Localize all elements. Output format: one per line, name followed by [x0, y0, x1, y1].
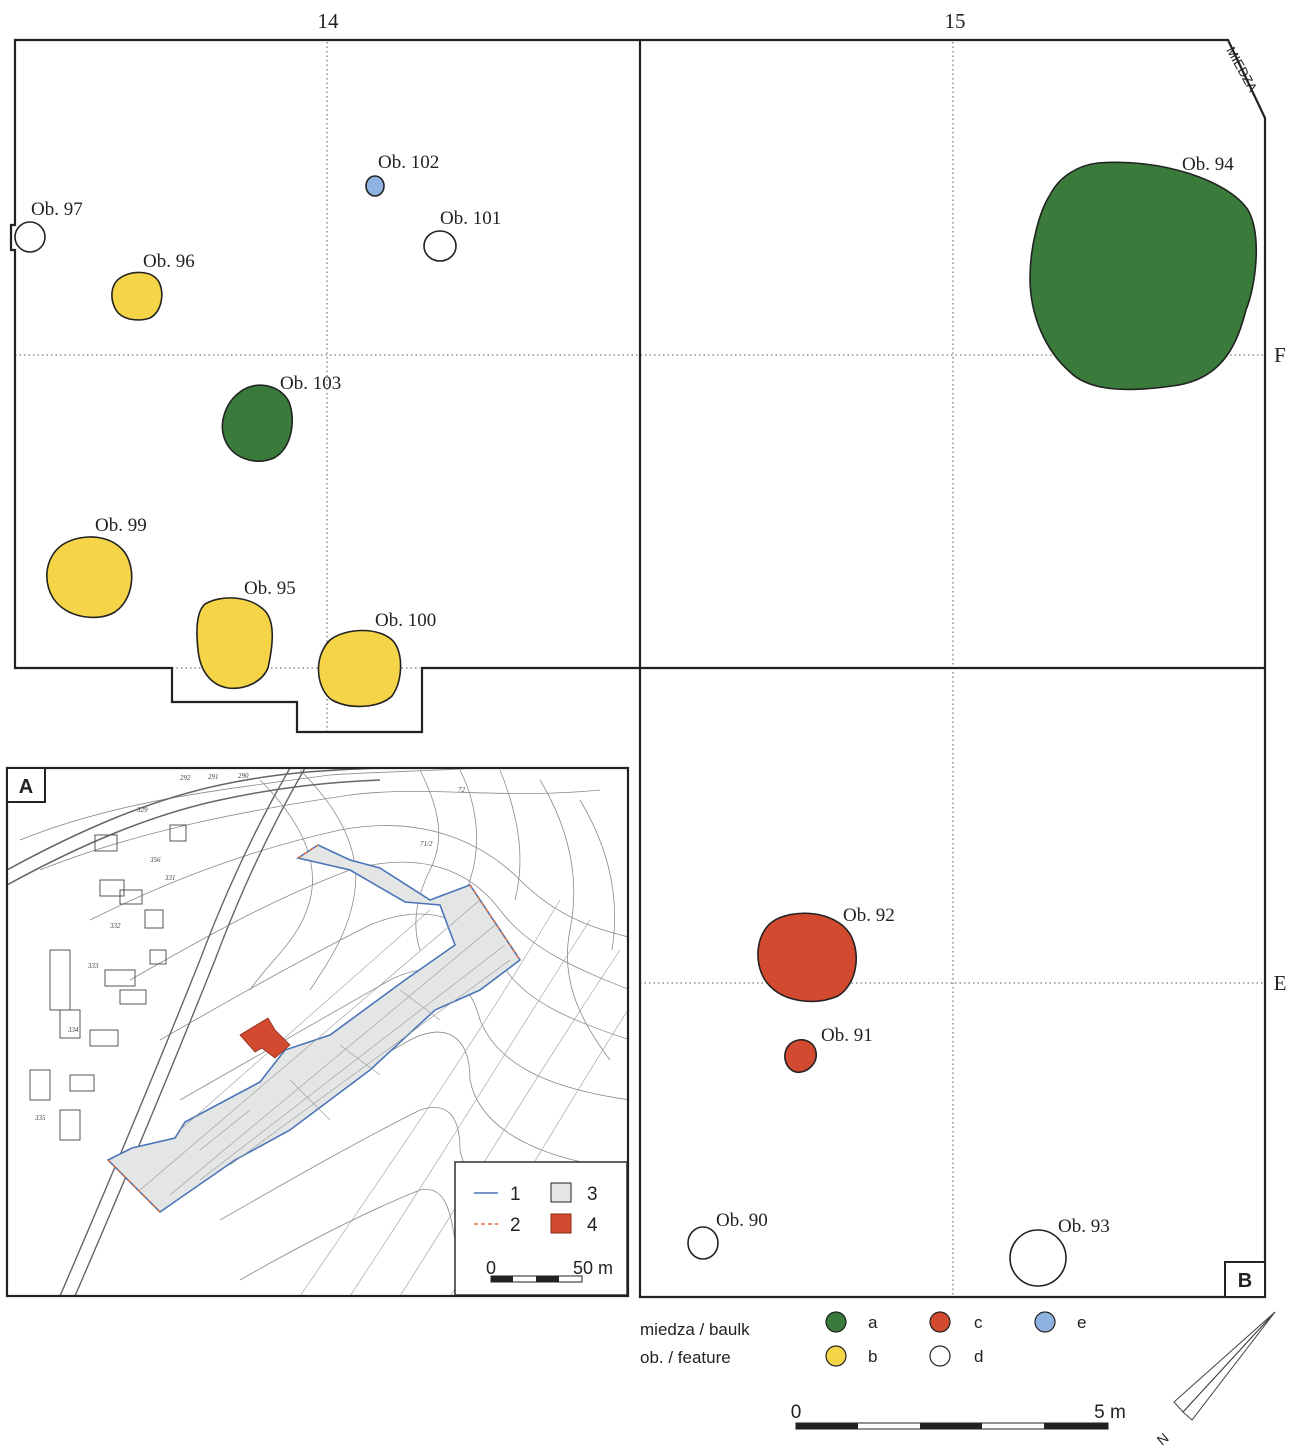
parcel-number: 356	[149, 856, 161, 864]
legend-swatch-b	[825, 1345, 847, 1367]
baulk-label: MIEDZA	[1223, 44, 1260, 95]
feature-95	[196, 597, 274, 690]
parcel-number: 335	[34, 1114, 46, 1122]
feature-96	[111, 271, 163, 321]
feature-103	[221, 384, 294, 462]
feature-91	[784, 1039, 817, 1074]
grid-row-label: F	[1274, 343, 1286, 367]
main-legend: miedza / baulk ob. / feature a b c d e	[640, 1311, 1086, 1367]
panel-label: A	[19, 776, 33, 798]
feature-100	[317, 629, 402, 708]
parcel-number: 292	[180, 774, 191, 782]
inset-scale-start: 0	[486, 1258, 496, 1278]
legend-label: 1	[510, 1184, 521, 1205]
parcel-number: 72	[458, 786, 466, 794]
parcel-number: 334	[67, 1026, 79, 1034]
feature-94	[1029, 161, 1257, 391]
feature-label: Ob. 101	[440, 208, 501, 229]
parcel-number: 291	[208, 773, 219, 781]
legend-label: 3	[587, 1184, 598, 1205]
legend-swatch	[550, 1213, 572, 1234]
inset-legend: 1 2 3 4 0 50 m	[454, 1161, 628, 1296]
feature-99	[46, 536, 133, 619]
feature-labels: Ob. 94 Ob. 96 Ob. 99 Ob. 95 Ob. 100 Ob. …	[31, 152, 1234, 1237]
legend-key: a	[868, 1313, 878, 1332]
feature-label: Ob. 102	[378, 152, 439, 173]
legend-swatch-c	[929, 1311, 951, 1333]
feature-label: Ob. 95	[244, 578, 296, 599]
legend-swatch	[550, 1182, 572, 1203]
legend-row-label: miedza / baulk	[640, 1320, 750, 1339]
parcel-number: 329	[136, 806, 148, 814]
grid-column-label: 14	[318, 9, 340, 33]
legend-swatch-e	[1034, 1311, 1056, 1333]
feature-label: Ob. 94	[1182, 154, 1234, 175]
feature-label: Ob. 92	[843, 905, 895, 926]
inset-scale-end: 50 m	[573, 1258, 613, 1278]
feature-93	[1009, 1229, 1067, 1287]
legend-row-label: ob. / feature	[640, 1348, 731, 1367]
feature-90	[687, 1226, 719, 1260]
feature-92	[757, 912, 858, 1003]
parcel-number: 71/2	[420, 840, 433, 848]
feature-label: Ob. 96	[143, 251, 195, 272]
feature-label: Ob. 97	[31, 199, 83, 220]
legend-key: d	[974, 1347, 983, 1366]
feature-101	[423, 230, 457, 262]
parcel-number: 332	[109, 922, 121, 930]
feature-label: Ob. 91	[821, 1025, 873, 1046]
inset-map: 329 331 332 333 334 335 356 292 291 290 …	[5, 766, 630, 1298]
parcel-number: 331	[164, 874, 176, 882]
feature-102	[365, 175, 385, 197]
legend-key: b	[868, 1347, 877, 1366]
feature-label: Ob. 100	[375, 610, 436, 631]
grid-column-label: 15	[945, 9, 966, 33]
features	[14, 161, 1257, 1287]
panel-label: B	[1238, 1270, 1252, 1292]
parcel-number: 290	[238, 772, 249, 780]
feature-label: Ob. 103	[280, 373, 341, 394]
legend-label: 4	[587, 1215, 598, 1236]
north-label: N	[1154, 1430, 1172, 1449]
north-arrow-icon: N	[1154, 1311, 1276, 1449]
scale-end: 5 m	[1094, 1402, 1126, 1423]
legend-key: c	[974, 1313, 983, 1332]
feature-97	[14, 221, 46, 253]
panel-b-marker: B	[1224, 1261, 1266, 1298]
legend-label: 2	[510, 1215, 521, 1236]
legend-swatch-a	[825, 1311, 847, 1333]
scale-bar: 0 5 m	[791, 1402, 1126, 1430]
parcel-number: 333	[87, 962, 99, 970]
grid-row-label: E	[1274, 971, 1287, 995]
scale-start: 0	[791, 1402, 802, 1423]
legend-swatch-d	[929, 1345, 951, 1367]
inset-excavation	[239, 1017, 291, 1059]
feature-label: Ob. 93	[1058, 1216, 1110, 1237]
feature-label: Ob. 99	[95, 515, 147, 536]
feature-label: Ob. 90	[716, 1210, 768, 1231]
trench-outlines	[9, 38, 1267, 1299]
legend-key: e	[1077, 1313, 1086, 1332]
